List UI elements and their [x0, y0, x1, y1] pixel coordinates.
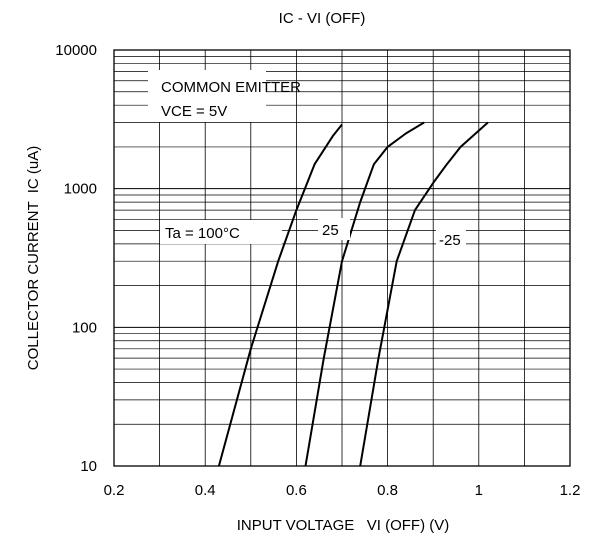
x-tick-label: 0.2: [104, 482, 125, 499]
x-tick-label: 0.4: [195, 482, 216, 499]
annotation-box: [148, 70, 266, 122]
plot-frame: [113, 49, 571, 467]
x-tick-label: 1: [475, 482, 483, 499]
series-line-0: [217, 123, 343, 467]
annotation-common-emitter: COMMON EMITTER: [161, 79, 301, 96]
grid: [114, 49, 570, 467]
tick-labels: 0.2 0.4 0.6 0.8 1 1.2 10 100 1000 10000: [55, 42, 580, 499]
series-lines: [217, 121, 489, 467]
series-label-25: 25: [322, 222, 339, 239]
x-tick-label: 1.2: [560, 482, 581, 499]
series-label-bg-25: [318, 218, 350, 240]
series-line-1: [304, 121, 425, 467]
x-tick-label: 0.8: [377, 482, 398, 499]
series-label-bg-minus25: [436, 228, 466, 250]
y-tick-label: 10: [80, 458, 97, 475]
series-label-minus25: -25: [439, 232, 461, 249]
chart-title: IC - VI (OFF): [279, 10, 366, 27]
x-axis-label: INPUT VOLTAGE VI (OFF) (V): [237, 517, 450, 534]
annotation-vce: VCE = 5V: [161, 103, 227, 120]
series-label-100: Ta = 100°C: [165, 225, 240, 242]
y-axis-label: COLLECTOR CURRENT IC (uA): [25, 146, 42, 370]
y-tick-label: 1000: [64, 181, 97, 198]
x-tick-label: 0.6: [286, 482, 307, 499]
y-tick-label: 10000: [55, 42, 97, 59]
series-line-2: [359, 121, 489, 467]
y-tick-label: 100: [72, 319, 97, 336]
series-label-bg-100: [160, 220, 282, 244]
